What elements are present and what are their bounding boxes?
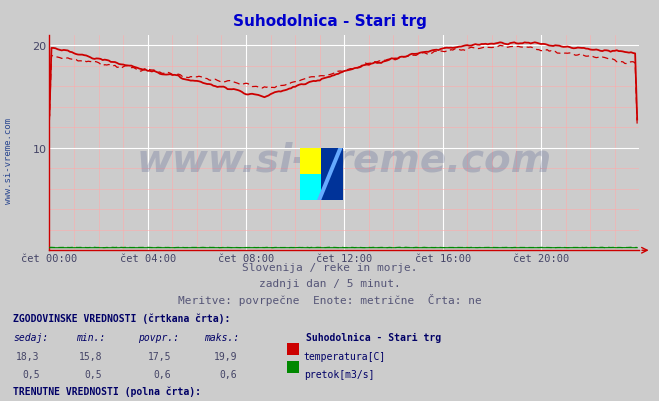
Text: 18,3: 18,3 [16, 351, 40, 361]
Text: www.si-vreme.com: www.si-vreme.com [4, 117, 13, 203]
Text: min.:: min.: [76, 332, 105, 342]
Text: 0,5: 0,5 [22, 369, 40, 379]
Text: povpr.:: povpr.: [138, 332, 179, 342]
Text: zadnji dan / 5 minut.: zadnji dan / 5 minut. [258, 278, 401, 288]
Polygon shape [322, 148, 343, 200]
Text: 0,5: 0,5 [84, 369, 102, 379]
Text: pretok[m3/s]: pretok[m3/s] [304, 369, 374, 379]
Text: Slovenija / reke in morje.: Slovenija / reke in morje. [242, 263, 417, 273]
Text: Suhodolnica - Stari trg: Suhodolnica - Stari trg [233, 14, 426, 29]
Text: TRENUTNE VREDNOSTI (polna črta):: TRENUTNE VREDNOSTI (polna črta): [13, 385, 201, 396]
Text: 19,9: 19,9 [214, 351, 237, 361]
Polygon shape [300, 148, 322, 174]
Text: www.si-vreme.com: www.si-vreme.com [136, 142, 552, 180]
Text: 17,5: 17,5 [148, 351, 171, 361]
Text: Suhodolnica - Stari trg: Suhodolnica - Stari trg [306, 332, 442, 342]
Text: Meritve: povrpečne  Enote: metrične  Črta: ne: Meritve: povrpečne Enote: metrične Črta:… [178, 293, 481, 305]
Text: 15,8: 15,8 [78, 351, 102, 361]
Text: 0,6: 0,6 [154, 369, 171, 379]
Text: 0,6: 0,6 [219, 369, 237, 379]
Polygon shape [300, 174, 322, 200]
Text: maks.:: maks.: [204, 332, 239, 342]
Text: sedaj:: sedaj: [13, 332, 48, 342]
Polygon shape [317, 148, 343, 200]
Text: ZGODOVINSKE VREDNOSTI (črtkana črta):: ZGODOVINSKE VREDNOSTI (črtkana črta): [13, 313, 231, 323]
Text: temperatura[C]: temperatura[C] [304, 351, 386, 361]
